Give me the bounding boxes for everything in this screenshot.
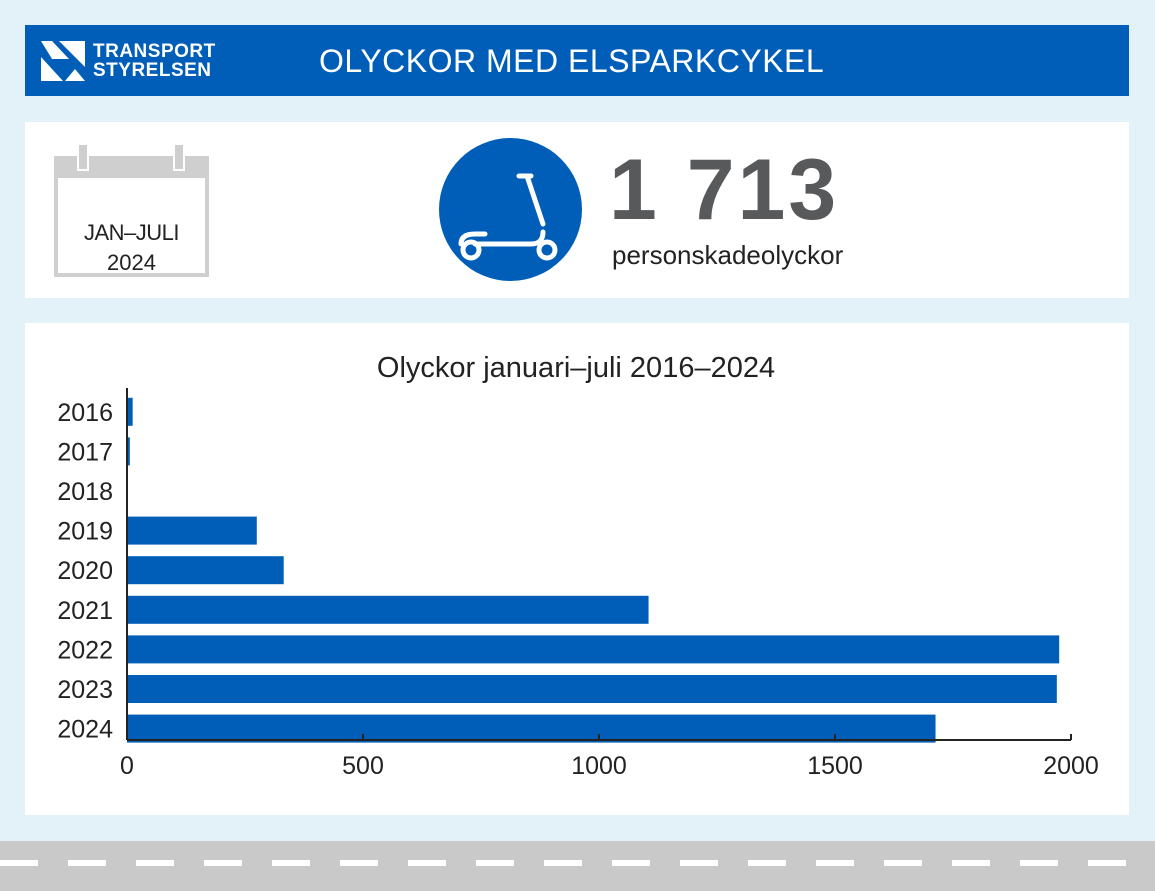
y-tick-label-2017: 2017 bbox=[57, 438, 113, 466]
header-banner: TRANSPORT STYRELSEN OLYCKOR MED ELSPARKC… bbox=[25, 25, 1129, 96]
bar-2017 bbox=[127, 437, 130, 466]
logo-line-1: TRANSPORT bbox=[93, 41, 216, 62]
road-dash bbox=[408, 860, 446, 866]
bar-2022 bbox=[127, 635, 1060, 664]
road-decoration bbox=[0, 841, 1155, 891]
y-tick-label-2019: 2019 bbox=[57, 518, 113, 546]
x-tick-label-2000: 2000 bbox=[1043, 752, 1099, 780]
y-tick-label-2022: 2022 bbox=[57, 636, 113, 664]
x-tick-label-0: 0 bbox=[120, 752, 134, 780]
road-dash bbox=[1020, 860, 1058, 866]
kpi-panel: JAN–JULI 2024 1 713 personskadeolyckor bbox=[25, 122, 1129, 298]
chart-title: Olyckor januari–juli 2016–2024 bbox=[377, 352, 775, 384]
x-tick-label-500: 500 bbox=[342, 752, 384, 780]
y-tick-label-2023: 2023 bbox=[57, 676, 113, 704]
road-dash bbox=[136, 860, 174, 866]
road-dash bbox=[884, 860, 922, 866]
bar-2020 bbox=[127, 556, 284, 585]
road-dash bbox=[476, 860, 514, 866]
road-dash bbox=[748, 860, 786, 866]
y-tick-label-2020: 2020 bbox=[57, 557, 113, 585]
x-tick-label-1500: 1500 bbox=[807, 752, 863, 780]
period-label: JAN–JULI bbox=[83, 220, 180, 245]
y-tick-label-2021: 2021 bbox=[57, 597, 113, 625]
road-dash bbox=[816, 860, 854, 866]
road-dash bbox=[544, 860, 582, 866]
road-dash bbox=[272, 860, 310, 866]
road-dash bbox=[0, 860, 38, 866]
accident-count-label: personskadeolyckor bbox=[612, 240, 844, 270]
accident-count: 1 713 bbox=[609, 142, 840, 238]
road-stripes bbox=[0, 860, 1126, 866]
road-dash bbox=[952, 860, 990, 866]
transportstyrelsen-logo: TRANSPORT STYRELSEN bbox=[41, 41, 231, 81]
chart-panel: Olyckor januari–juli 2016–2024 2016 2017 2… bbox=[25, 323, 1129, 815]
road-dash bbox=[340, 860, 378, 866]
logo-mark-icon bbox=[41, 41, 85, 81]
period-year: 2024 bbox=[107, 250, 156, 275]
y-tick-label-2016: 2016 bbox=[57, 399, 113, 427]
bar-2016 bbox=[127, 397, 133, 426]
bar-2021 bbox=[127, 595, 649, 624]
bar-2023 bbox=[127, 675, 1057, 703]
scooter-badge bbox=[439, 138, 582, 281]
bar-chart: Olyckor januari–juli 2016–2024 2016 2017 2… bbox=[57, 352, 1099, 780]
bar-2024 bbox=[127, 714, 936, 743]
road-dash bbox=[612, 860, 650, 866]
page-title: OLYCKOR MED ELSPARKCYKEL bbox=[319, 43, 825, 79]
y-tick-label-2018: 2018 bbox=[57, 478, 113, 506]
calendar-icon: JAN–JULI 2024 bbox=[54, 144, 209, 277]
road-dash bbox=[680, 860, 718, 866]
x-tick-label-1000: 1000 bbox=[571, 752, 627, 780]
road-dash bbox=[204, 860, 242, 866]
bar-2019 bbox=[127, 516, 257, 545]
road-dash bbox=[68, 860, 106, 866]
road-dash bbox=[1088, 860, 1126, 866]
logo-line-2: STYRELSEN bbox=[93, 60, 212, 81]
y-tick-label-2024: 2024 bbox=[57, 716, 113, 744]
kick-scooter-icon bbox=[458, 173, 558, 261]
